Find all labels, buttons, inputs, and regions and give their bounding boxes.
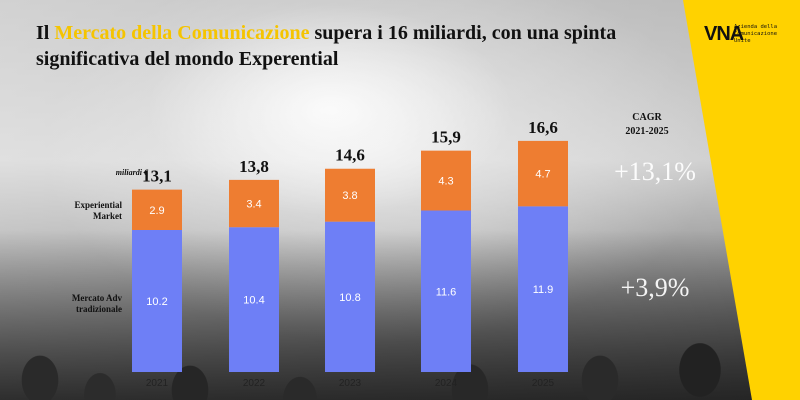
bar-traditional-2021 (132, 230, 182, 372)
bar-experiential-2025 (518, 140, 568, 207)
value-label-traditional-2023: 10.8 (339, 292, 360, 304)
page-title: Il Mercato della Comunicazione supera i … (36, 22, 617, 70)
logo-mark: VNA (704, 23, 744, 45)
x-tick-2023: 2023 (339, 378, 362, 389)
value-label-experiential-2022: 3.4 (246, 199, 261, 211)
bar-traditional-2023 (325, 221, 375, 372)
value-label-experiential-2021: 2.9 (149, 205, 164, 217)
unit-label: miliardi € (115, 168, 148, 177)
total-label-2023: 14,6 (335, 146, 365, 165)
x-tick-2025: 2025 (532, 378, 555, 389)
value-label-traditional-2024: 11.6 (436, 286, 457, 298)
cagr-experiential: +13,1% (614, 157, 696, 186)
bar-traditional-2025 (518, 206, 568, 372)
logo-text: Azienda della Comunicazione Unite (734, 24, 778, 44)
cagr-traditional: +3,9% (620, 273, 690, 302)
x-tick-2022: 2022 (243, 378, 266, 389)
total-label-2021: 13,1 (142, 167, 172, 186)
experiential-label: Experiential Market (74, 200, 123, 221)
cagr-header: CAGR 2021-2025 (625, 112, 669, 137)
total-label-2024: 15,9 (431, 128, 461, 147)
x-tick-2021: 2021 (146, 378, 169, 389)
total-label-2022: 13,8 (239, 157, 269, 176)
bar-experiential-2022 (229, 179, 279, 228)
bar-traditional-2024 (421, 210, 471, 372)
value-label-traditional-2025: 11.9 (533, 284, 554, 296)
title-highlight: Mercato della Comunicazione (54, 22, 310, 44)
value-label-traditional-2021: 10.2 (146, 296, 167, 308)
logo: VNA Azienda della Comunicazione Unite (704, 22, 794, 58)
value-label-experiential-2025: 4.7 (535, 169, 550, 181)
bar-experiential-2024 (421, 150, 471, 211)
x-tick-2024: 2024 (435, 378, 458, 389)
total-label-2025: 16,6 (528, 118, 558, 137)
bar-experiential-2021 (132, 189, 182, 230)
value-label-traditional-2022: 10.4 (243, 295, 264, 307)
value-label-experiential-2024: 4.3 (438, 176, 453, 188)
bar-experiential-2023 (325, 168, 375, 222)
value-label-experiential-2023: 3.8 (342, 190, 357, 202)
bar-traditional-2022 (229, 227, 279, 372)
traditional-label: Mercato Adv tradizionale (71, 293, 122, 314)
